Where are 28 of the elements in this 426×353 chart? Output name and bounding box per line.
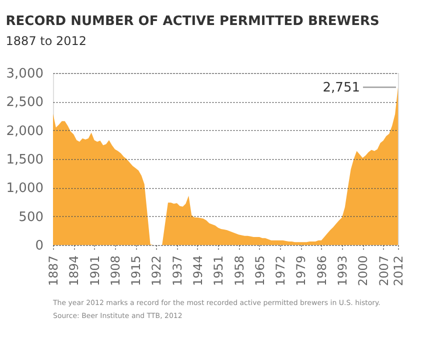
x-tick-label: 1986 (314, 256, 329, 286)
y-tick-label: 3,000 (6, 66, 44, 82)
x-tick-label: 1915 (129, 256, 144, 286)
chart-subtitle: 1887 to 2012 (6, 34, 87, 48)
x-tick-label: 1993 (335, 256, 350, 286)
x-tick-label: 1901 (88, 256, 102, 286)
y-tick-label: 2,500 (6, 95, 44, 110)
x-tick-label: 1958 (232, 256, 246, 286)
x-tick-label: 2007 (376, 256, 391, 286)
x-tick-label: 2000 (356, 256, 370, 286)
x-tick-label: 1894 (67, 256, 82, 286)
x-tick-label: 1972 (274, 256, 288, 286)
y-tick-label: 1,500 (6, 152, 44, 168)
y-tick-label: 500 (18, 210, 44, 225)
x-tick-label: 1951 (212, 256, 226, 286)
x-tick-label: 1937 (170, 256, 184, 286)
x-tick-label: 1908 (108, 256, 122, 286)
x-tick-label: 1887 (46, 256, 60, 286)
x-tick-label: 2012 (392, 256, 406, 286)
x-tick-label: 1922 (150, 256, 164, 286)
x-tick-label: 1965 (252, 256, 267, 286)
x-tick-label: 1944 (190, 256, 205, 286)
annotation: 2,751 (322, 80, 360, 96)
x-tick-label: 1979 (294, 256, 308, 286)
y-tick-label: 0 (35, 238, 44, 254)
chart-title: RECORD NUMBER OF ACTIVE PERMITTED BREWERS (6, 14, 380, 29)
y-tick-label: 1,000 (6, 181, 44, 196)
y-tick-label: 2,000 (6, 124, 44, 139)
